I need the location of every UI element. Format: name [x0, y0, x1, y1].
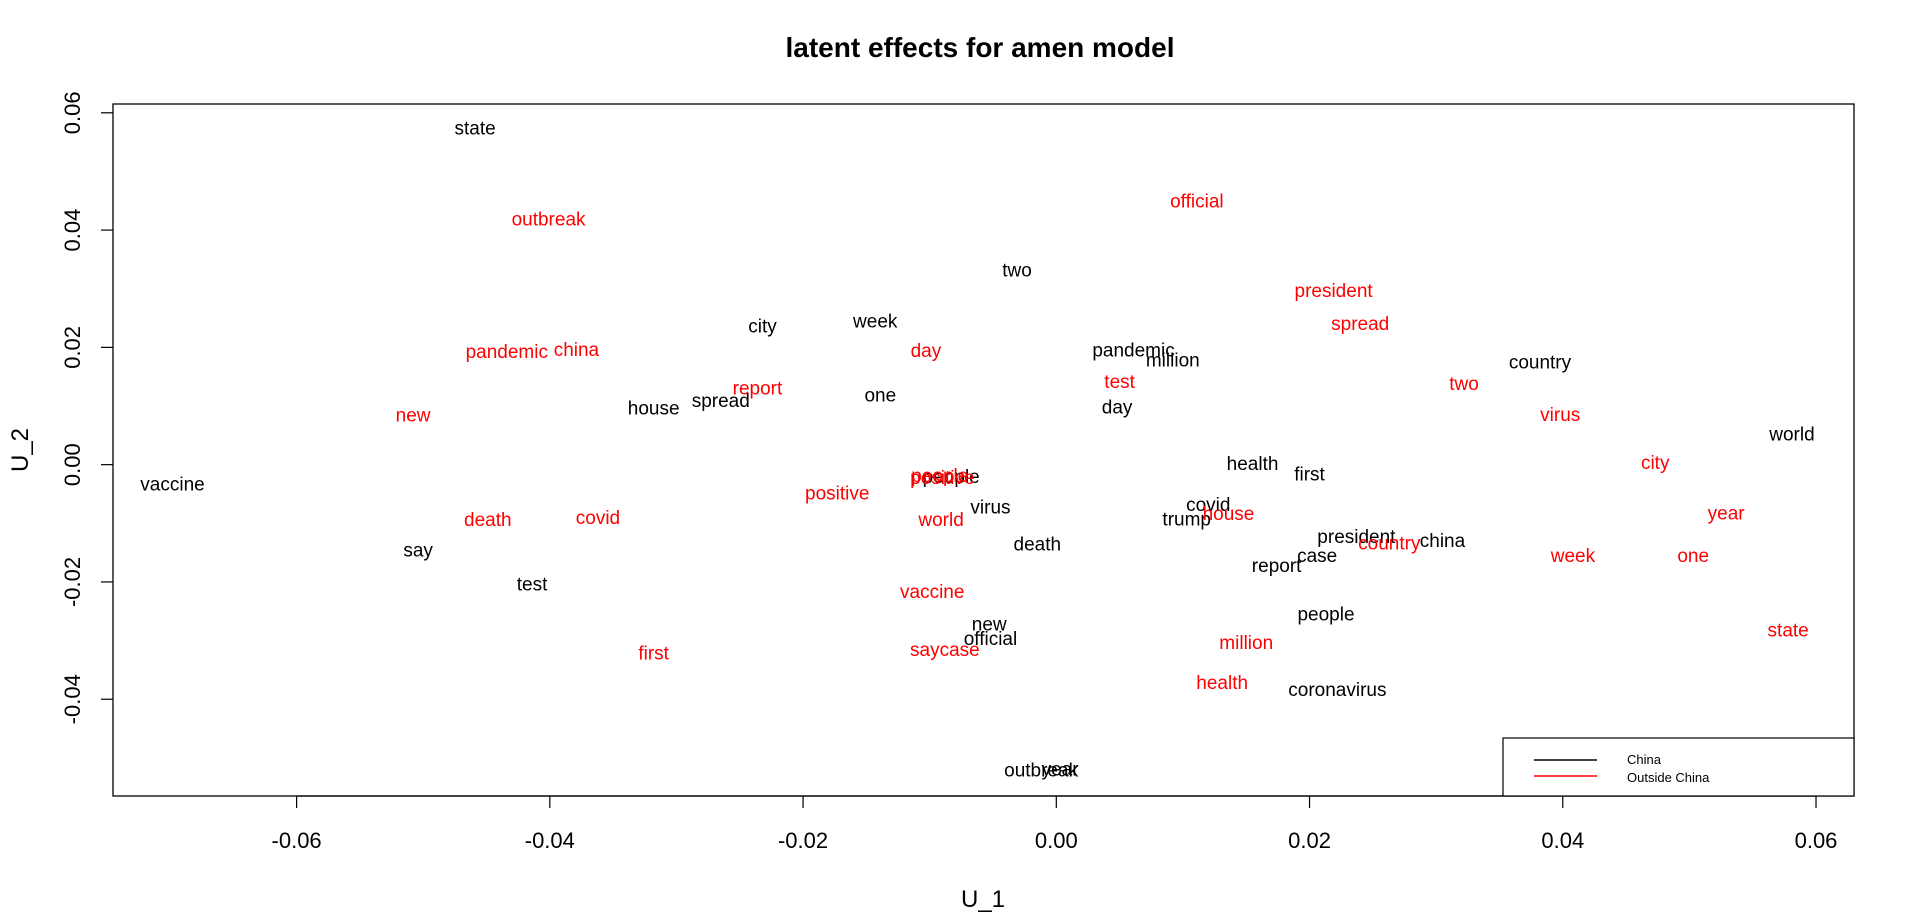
y-tick-label: 0.00	[60, 443, 85, 486]
point-label: million	[1219, 633, 1273, 654]
y-tick-label: -0.02	[60, 557, 85, 607]
y-tick-label: 0.04	[60, 209, 85, 252]
point-label: day	[911, 341, 942, 362]
point-label: vaccine	[140, 475, 204, 496]
point-label: first	[638, 644, 669, 665]
y-axis: -0.04 -0.02 0.00 0.02 0.04 0.06	[60, 91, 113, 724]
point-label: city	[1641, 453, 1670, 474]
point-label: official	[964, 629, 1018, 650]
point-label: case	[1297, 546, 1337, 567]
point-label: city	[748, 316, 777, 337]
point-label: million	[1146, 350, 1200, 371]
point-label: test	[517, 574, 548, 595]
point-label: report	[1252, 556, 1302, 577]
point-label: vaccine	[900, 582, 964, 603]
point-label: death	[464, 510, 512, 531]
point-label: covid	[576, 508, 620, 529]
x-tick-label: -0.06	[272, 828, 322, 853]
point-label: world	[1768, 424, 1814, 445]
point-label: health	[1196, 673, 1248, 694]
point-label: president	[1317, 527, 1396, 548]
point-label: first	[1294, 465, 1325, 486]
point-label: new	[972, 614, 1007, 635]
point-label: say	[403, 540, 433, 561]
x-tick-label: 0.04	[1541, 828, 1584, 853]
point-label: china	[554, 340, 600, 361]
point-label: coronavirus	[1288, 680, 1386, 701]
point-label: house	[628, 398, 680, 419]
legend-label-china: China	[1627, 752, 1662, 767]
chart-title: latent effects for amen model	[786, 32, 1175, 63]
x-tick-label: -0.04	[525, 828, 575, 853]
x-tick-label: -0.02	[778, 828, 828, 853]
y-tick-label: 0.06	[60, 91, 85, 134]
y-tick-label: 0.02	[60, 326, 85, 369]
point-label: new	[396, 405, 431, 426]
point-label: day	[1102, 397, 1133, 418]
legend: China Outside China	[1502, 737, 1855, 797]
point-label: outbreak	[1004, 760, 1078, 781]
point-label: report	[733, 379, 783, 400]
point-label: week	[852, 312, 898, 333]
point-label: saycase	[910, 640, 980, 661]
point-label: people	[923, 467, 980, 488]
point-label: one	[1677, 546, 1709, 567]
point-label: world	[917, 510, 963, 531]
y-tick-label: -0.04	[60, 674, 85, 724]
point-label: pandemic	[1092, 340, 1174, 361]
x-axis-label: U_1	[961, 886, 1005, 913]
x-tick-label: 0.02	[1288, 828, 1331, 853]
point-label: one	[864, 386, 896, 407]
point-label: two	[1002, 261, 1032, 282]
point-label: positive	[910, 468, 974, 489]
point-label: country	[1358, 533, 1421, 554]
point-label: positive	[805, 483, 869, 504]
legend-label-outside-china: Outside China	[1627, 770, 1710, 785]
point-label: pandemic	[466, 342, 548, 363]
point-label: spread	[1331, 314, 1389, 335]
point-label: country	[1509, 353, 1572, 374]
point-label: state	[455, 119, 496, 140]
point-label: year	[1708, 503, 1746, 524]
point-label: people	[911, 466, 968, 487]
point-label: covid	[1186, 495, 1230, 516]
x-tick-label: 0.00	[1035, 828, 1078, 853]
point-label: outbreak	[512, 210, 586, 231]
point-label: week	[1550, 546, 1596, 567]
point-label: virus	[970, 498, 1010, 519]
point-label: president	[1295, 281, 1374, 302]
point-label: two	[1449, 374, 1479, 395]
legend-box	[1502, 737, 1855, 797]
point-label: spread	[692, 391, 750, 412]
y-axis-label: U_2	[7, 428, 34, 472]
point-label: virus	[1540, 405, 1580, 426]
point-label: test	[1104, 372, 1135, 393]
point-label: official	[1170, 191, 1224, 212]
point-label: china	[1420, 531, 1466, 552]
point-label: year	[1042, 760, 1080, 781]
point-label: people	[1297, 604, 1354, 625]
point-label: state	[1768, 621, 1809, 642]
point-label: health	[1227, 454, 1279, 475]
point-label: trump	[1162, 509, 1211, 530]
point-label: death	[1014, 535, 1062, 556]
x-tick-label: 0.06	[1795, 828, 1838, 853]
point-label: house	[1203, 504, 1255, 525]
